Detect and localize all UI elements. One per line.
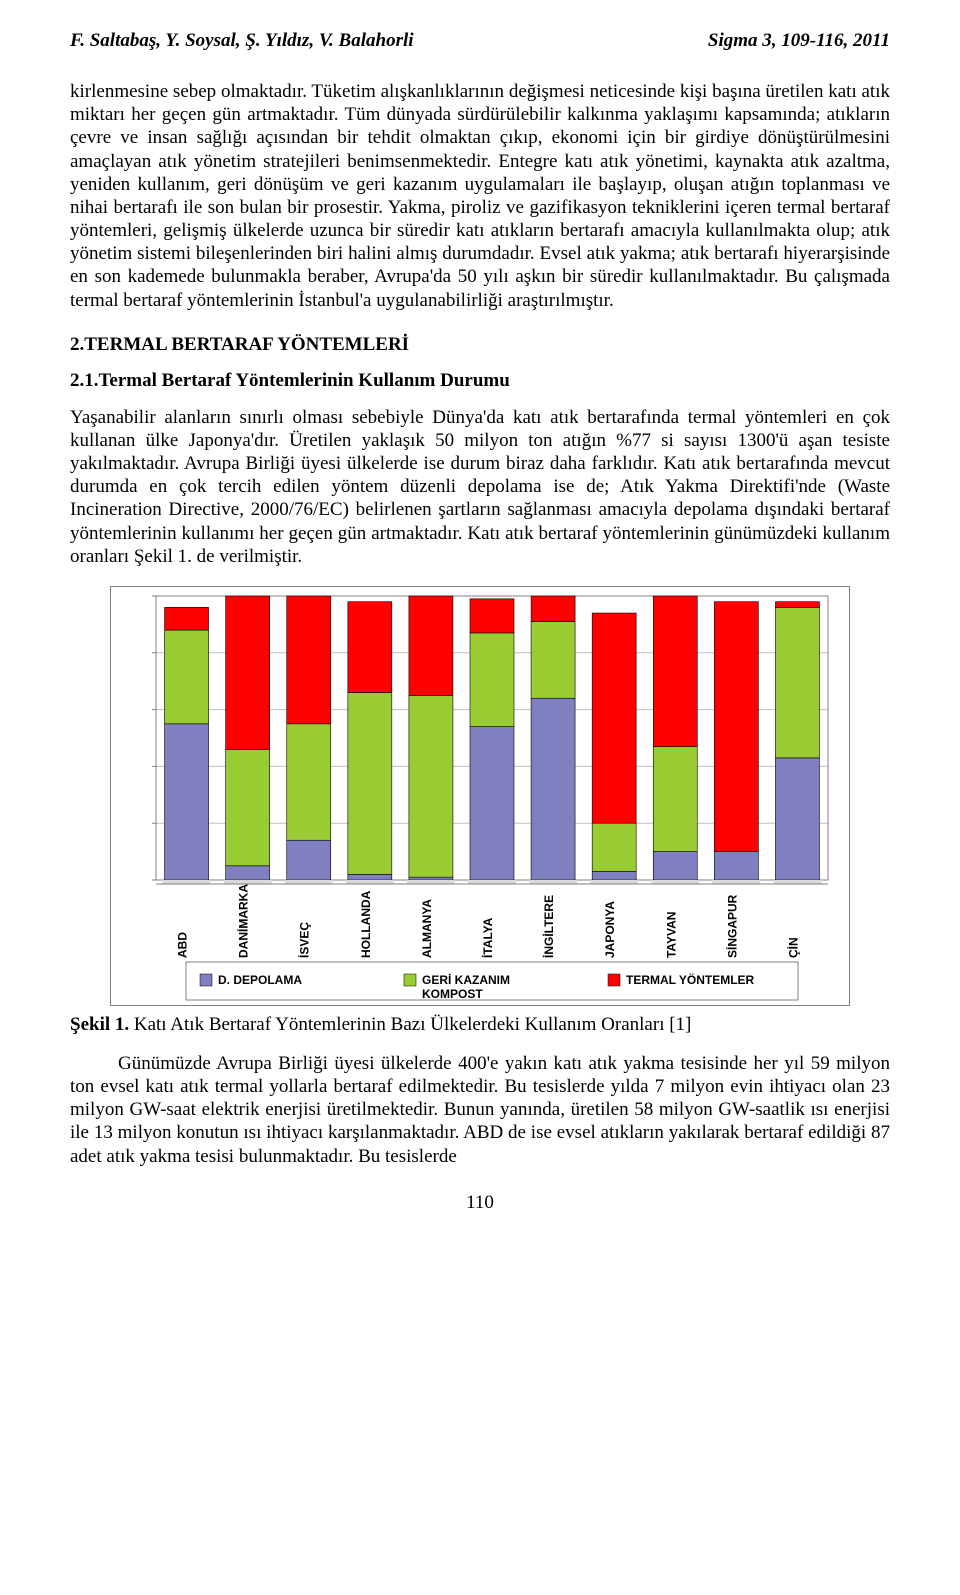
svg-text:ÇİN: ÇİN <box>785 937 800 958</box>
svg-text:ALMANYA: ALMANYA <box>420 899 434 958</box>
svg-text:JAPONYA: JAPONYA <box>603 901 617 958</box>
svg-text:GERİ KAZANIM: GERİ KAZANIM <box>422 972 510 987</box>
svg-text:D. DEPOLAMA: D. DEPOLAMA <box>218 973 302 987</box>
figure-1-caption: Şekil 1. Katı Atık Bertaraf Yöntemlerini… <box>70 1014 890 1036</box>
svg-text:ABD: ABD <box>176 932 190 958</box>
authors: F. Saltabaş, Y. Soysal, Ş. Yıldız, V. Ba… <box>70 30 414 52</box>
section-heading-2: 2.TERMAL BERTARAF YÖNTEMLERİ <box>70 334 890 356</box>
figure-1-chart: ABD DANİMARKA İSVEÇ HOLLANDA ALMANYA İTALYA İN… <box>70 586 890 1006</box>
journal-ref: Sigma 3, 109-116, 2011 <box>708 30 890 52</box>
caption-text: Katı Atık Bertaraf Yöntemlerinin Bazı Ül… <box>129 1014 691 1035</box>
page-number: 110 <box>70 1192 890 1214</box>
svg-text:TAYVAN: TAYVAN <box>664 911 678 957</box>
svg-text:TERMAL YÖNTEMLER: TERMAL YÖNTEMLER <box>626 972 755 987</box>
paragraph-1: kirlenmesine sebep olmaktadır. Tüketim a… <box>70 80 890 312</box>
svg-text:KOMPOST: KOMPOST <box>422 987 483 1001</box>
paragraph-2: Yaşanabilir alanların sınırlı olması seb… <box>70 406 890 568</box>
svg-text:HOLLANDA: HOLLANDA <box>359 890 373 958</box>
svg-text:İSVEÇ: İSVEÇ <box>297 922 312 958</box>
svg-text:İTALYA: İTALYA <box>480 917 495 958</box>
svg-text:SİNGAPUR: SİNGAPUR <box>724 894 739 958</box>
stacked-bar-chart: ABD DANİMARKA İSVEÇ HOLLANDA ALMANYA İTALYA İN… <box>110 586 850 1006</box>
svg-text:İNGİLTERE: İNGİLTERE <box>541 895 556 958</box>
caption-label: Şekil 1. <box>70 1014 129 1035</box>
paragraph-3: Günümüzde Avrupa Birliği üyesi ülkelerde… <box>70 1052 890 1168</box>
svg-text:DANİMARKA: DANİMARKA <box>236 884 251 958</box>
section-heading-2-1: 2.1.Termal Bertaraf Yöntemlerinin Kullan… <box>70 370 890 392</box>
